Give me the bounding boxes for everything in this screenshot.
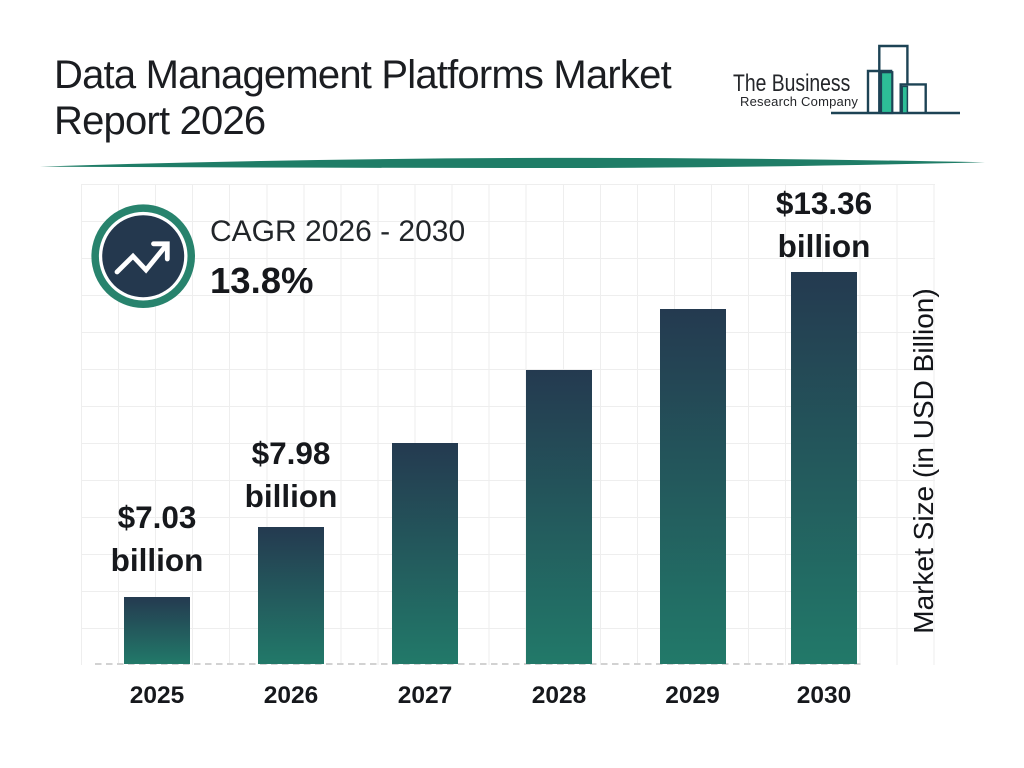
x-tick-label-2030: 2030 [796, 681, 852, 709]
cagr-value: 13.8% [210, 259, 314, 301]
bar-2028 [526, 370, 592, 664]
page-title: Data Management Platforms Market Report … [54, 53, 672, 144]
x-tick-label-2025: 2025 [129, 681, 185, 709]
bar-value-label-2026: $7.98 billion [244, 434, 338, 514]
x-tick-label-2028: 2028 [531, 681, 587, 709]
x-tick-label-2027: 2027 [397, 681, 453, 709]
logo-bars-icon [831, 44, 960, 115]
x-axis-baseline [95, 663, 861, 665]
x-tick-label-2029: 2029 [665, 681, 720, 709]
company-logo: The Business Research Company [720, 38, 980, 118]
bar-value-label-2030: $13.36 billion [775, 184, 873, 264]
bar-2026 [258, 526, 324, 664]
bar-2030 [791, 272, 857, 664]
logo-company-name: The Business [733, 70, 851, 97]
bar-2029 [659, 309, 726, 664]
cagr-label: CAGR 2026 - 2030 [210, 215, 466, 248]
logo-company-subname: Research Company [740, 93, 859, 109]
bar-2025 [124, 596, 190, 664]
x-tick-label-2026: 2026 [263, 681, 319, 709]
y-axis-title: Market Size (in USD Billion) [908, 288, 939, 634]
divider-swoosh [40, 157, 985, 169]
trending-up-badge-icon [91, 204, 195, 308]
bar-2027 [392, 443, 458, 664]
bar-value-label-2025: $7.03 billion [110, 498, 204, 578]
